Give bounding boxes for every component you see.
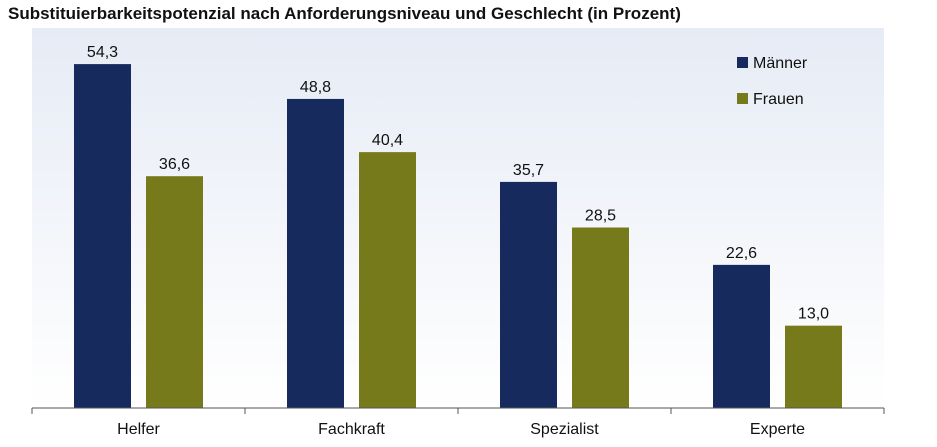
bar-frauen-fachkraft (359, 152, 416, 408)
legend-label-frauen: Frauen (753, 91, 804, 108)
legend-swatch-frauen (737, 93, 748, 104)
bar-frauen-spezialist (572, 227, 629, 408)
chart-title: Substituierbarkeitspotenzial nach Anford… (8, 4, 681, 23)
legend-swatch-maenner (737, 57, 748, 68)
bar-maenner-experte (713, 264, 770, 408)
data-label: 28,5 (585, 208, 616, 225)
data-label: 48,8 (300, 79, 331, 96)
legend-label-maenner: Männer (753, 55, 808, 72)
data-label: 13,0 (798, 306, 829, 323)
data-label: 54,3 (87, 44, 118, 61)
bar-frauen-helfer (146, 176, 203, 408)
x-tick-label: Helfer (117, 421, 160, 438)
data-label: 40,4 (372, 132, 403, 149)
x-tick-label: Fachkraft (318, 421, 385, 438)
data-label: 22,6 (726, 245, 757, 262)
data-label: 36,6 (159, 156, 190, 173)
bar-maenner-helfer (74, 64, 131, 408)
bar-frauen-experte (785, 325, 842, 408)
data-label: 35,7 (513, 162, 544, 179)
x-tick-label: Experte (750, 421, 805, 438)
bar-maenner-spezialist (500, 181, 557, 408)
x-tick-label: Spezialist (530, 421, 599, 438)
bar-maenner-fachkraft (287, 98, 344, 408)
